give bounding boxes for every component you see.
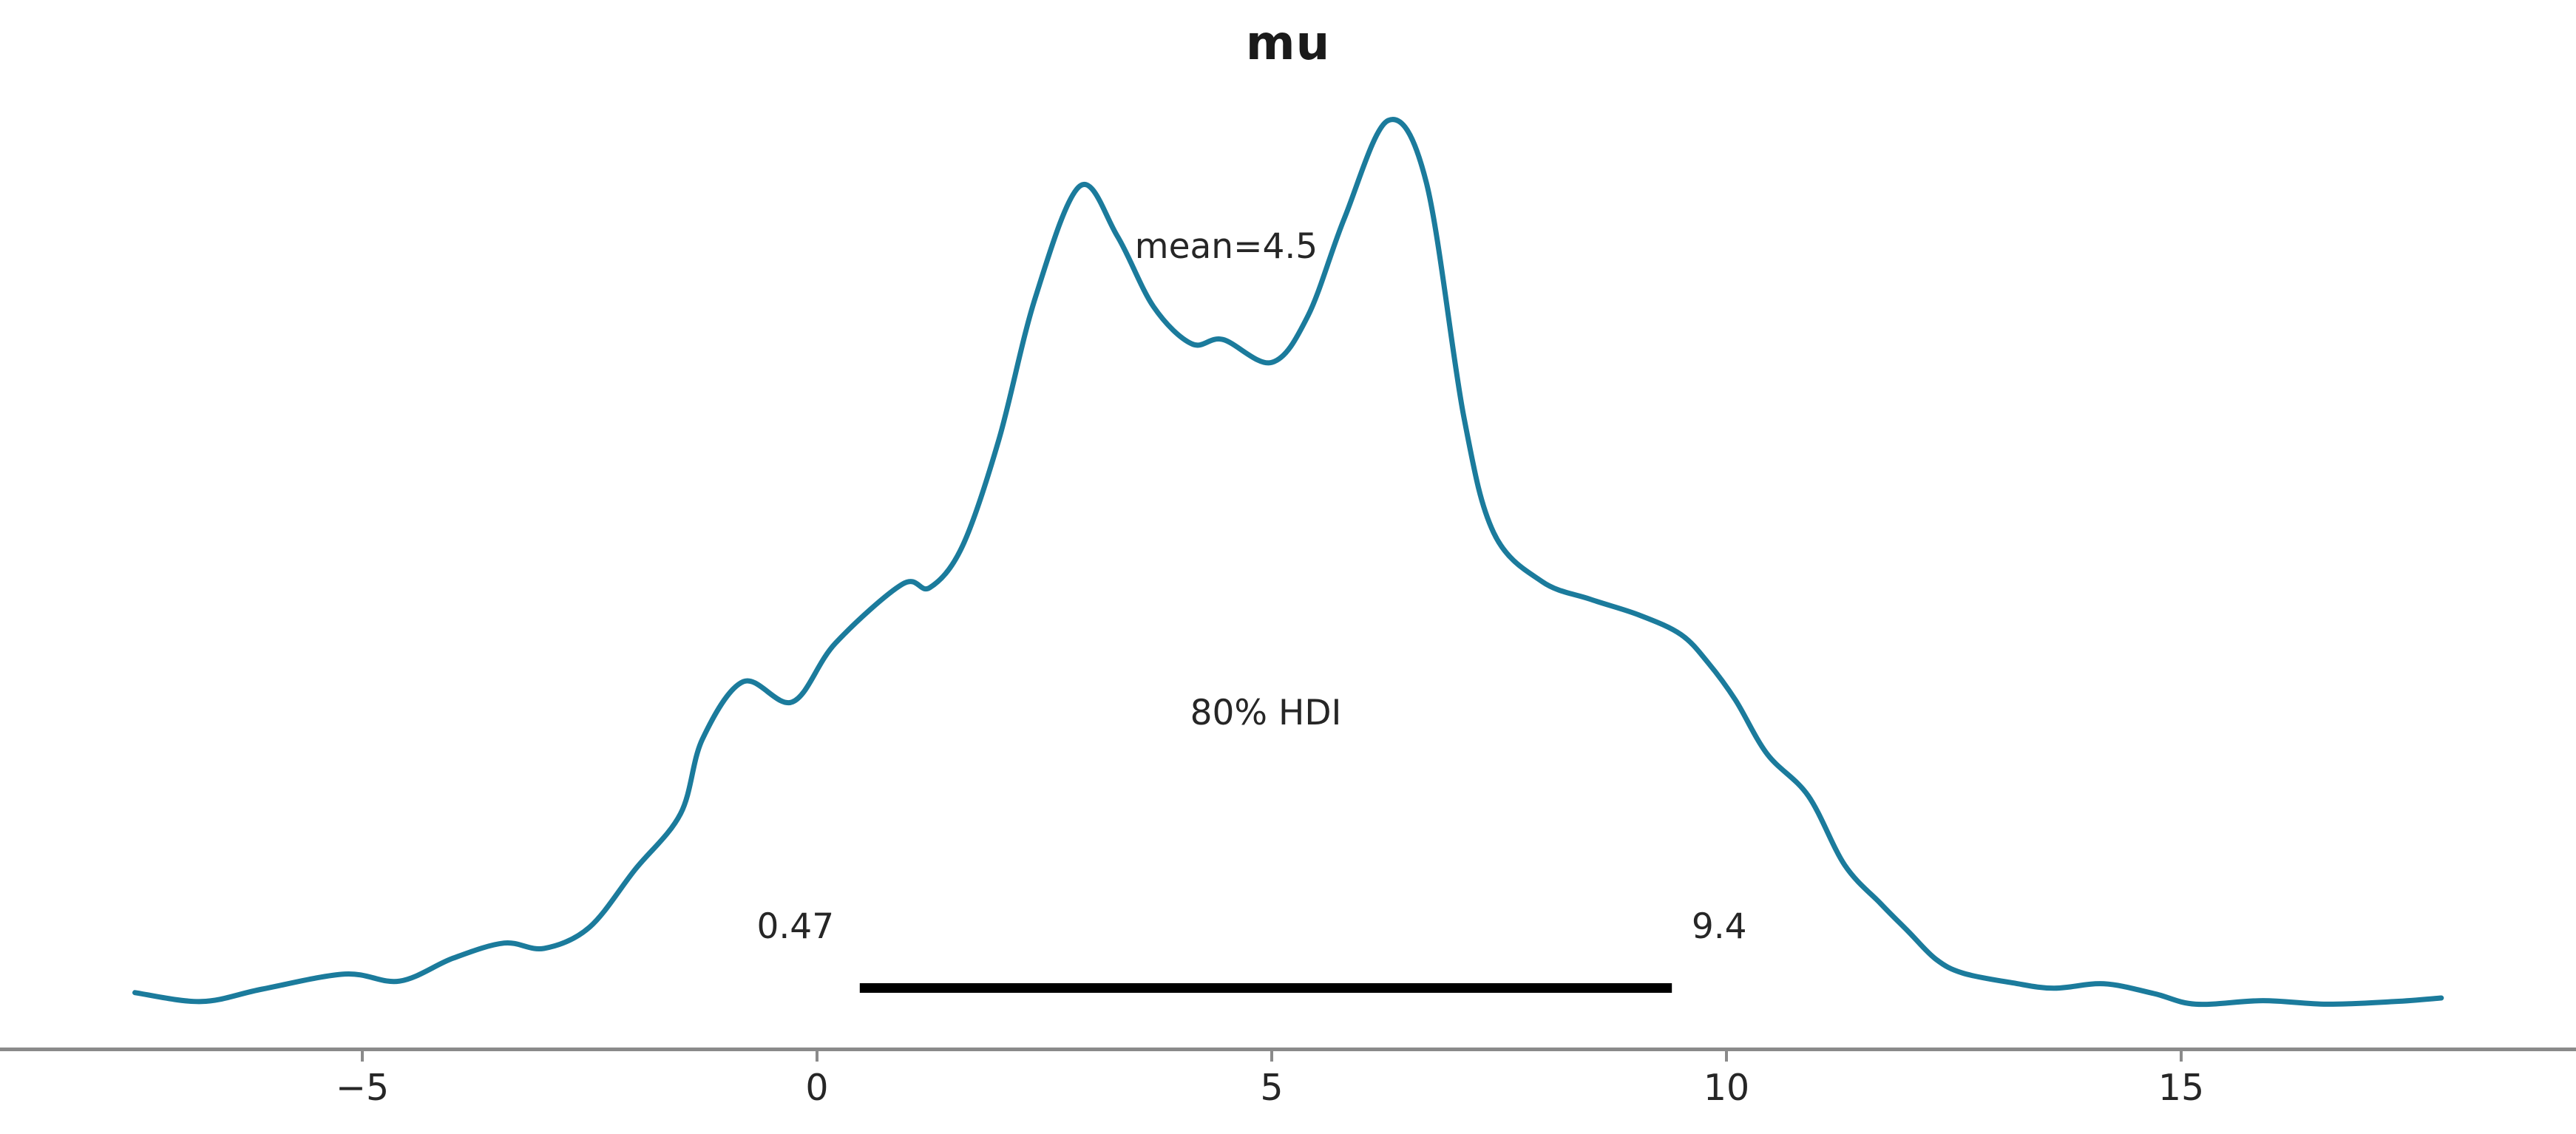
plot-title: mu — [1245, 16, 1331, 71]
mean-annotation: mean=4.5 — [1134, 226, 1318, 267]
hdi-upper-bound-label: 9.4 — [1691, 906, 1747, 947]
x-tick-label: 5 — [1260, 1067, 1284, 1109]
x-tick-label: 15 — [2158, 1067, 2205, 1109]
x-tick-label: 10 — [1703, 1067, 1750, 1109]
x-axis-tick-marks — [361, 1049, 2183, 1062]
x-tick-label: 0 — [805, 1067, 829, 1109]
hdi-lower-bound-label: 0.47 — [756, 906, 835, 947]
hdi-interval-label: 80% HDI — [1190, 693, 1342, 733]
x-tick-label: −5 — [335, 1067, 390, 1109]
kde-curve — [132, 117, 2444, 1008]
